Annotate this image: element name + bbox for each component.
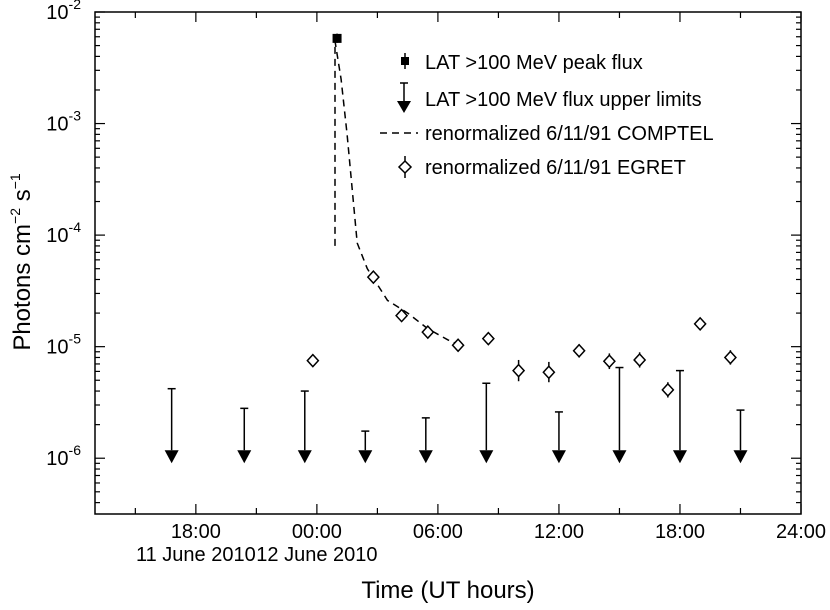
y-axis-title: Photons cm−2 s−1 xyxy=(7,173,36,351)
egret-point xyxy=(451,338,465,353)
y-tick-label: 10-3 xyxy=(46,108,81,136)
upper-limit-marker xyxy=(237,407,252,464)
x-tick-label: 00:00 xyxy=(292,521,342,543)
x-tick-sublabel: 12 June 2010 xyxy=(256,544,377,566)
upper-limit-arrow xyxy=(297,450,312,464)
upper-limit-marker xyxy=(418,417,433,464)
egret-diamond xyxy=(542,365,556,380)
x-tick-sublabel: 11 June 2010 xyxy=(136,544,256,566)
x-tick-label: 18:00 xyxy=(655,521,705,543)
x-axis-title: Time (UT hours) xyxy=(361,577,534,604)
svg-text:LAT >100 MeV flux upper limits: LAT >100 MeV flux upper limits xyxy=(425,89,702,111)
egret-point xyxy=(542,361,556,383)
upper-limit-arrow xyxy=(358,450,373,464)
upper-limit-marker xyxy=(733,409,748,464)
svg-text:renormalized 6/11/91 COMPTEL: renormalized 6/11/91 COMPTEL xyxy=(425,123,714,145)
upper-limit-arrow xyxy=(551,450,566,464)
upper-limit-marker xyxy=(672,369,687,464)
egret-point xyxy=(395,308,409,323)
egret-diamond xyxy=(693,316,707,332)
upper-limit-arrow xyxy=(733,450,748,464)
egret-point xyxy=(306,353,320,368)
egret-point xyxy=(693,316,707,332)
egret-point xyxy=(512,359,526,382)
peak-flux-point xyxy=(332,33,342,43)
comptel-curve xyxy=(334,40,459,345)
egret-diamond xyxy=(512,363,526,378)
upper-limit-marker xyxy=(479,382,494,464)
egret-point xyxy=(661,382,675,398)
upper-limit-arrow xyxy=(612,450,627,464)
y-tick-label: 10-4 xyxy=(46,219,81,247)
egret-point xyxy=(572,343,586,358)
y-tick-label: 10-2 xyxy=(46,0,81,24)
axis-ticks xyxy=(95,11,802,514)
legend-item-upper-limits: LAT >100 MeV flux upper limits xyxy=(397,82,702,113)
x-tick-label: 12:00 xyxy=(534,521,584,543)
egret-diamond xyxy=(451,338,465,353)
upper-limit-marker xyxy=(358,430,373,464)
upper-limit-marker xyxy=(612,366,627,464)
egret-diamond xyxy=(395,308,409,323)
egret-diamond xyxy=(602,354,616,369)
egret-point xyxy=(633,352,647,368)
upper-limit-arrow xyxy=(418,450,433,464)
egret-diamond xyxy=(633,352,647,368)
x-tick-label: 24:00 xyxy=(776,521,826,543)
upper-limit-marker xyxy=(297,390,312,464)
egret-point xyxy=(723,350,737,365)
egret-diamond xyxy=(723,350,737,365)
upper-limit-arrow xyxy=(164,450,179,464)
svg-text:renormalized 6/11/91 EGRET: renormalized 6/11/91 EGRET xyxy=(425,157,686,179)
egret-diamond xyxy=(572,343,586,358)
upper-limit-arrow xyxy=(479,450,494,464)
legend-item-peak-flux: LAT >100 MeV peak flux xyxy=(401,52,643,74)
series-layer xyxy=(164,33,748,464)
egret-diamond xyxy=(306,353,320,368)
egret-diamond xyxy=(421,325,435,340)
y-tick-label: 10-6 xyxy=(46,442,81,470)
y-tick-labels: 10-6 10-5 10-4 10-3 10-2 xyxy=(46,0,81,470)
egret-point xyxy=(481,331,495,346)
peak-flux-square xyxy=(332,33,342,43)
legend-item-egret: renormalized 6/11/91 EGRET xyxy=(397,156,686,179)
y-tick-label: 10-5 xyxy=(46,331,81,359)
plot-frame xyxy=(94,11,802,515)
upper-limit-arrow xyxy=(237,450,252,464)
upper-limit-marker xyxy=(551,411,566,464)
x-tick-label: 06:00 xyxy=(413,521,463,543)
egret-diamond xyxy=(366,270,380,285)
upper-limit-marker xyxy=(164,387,179,464)
svg-text:LAT >100 MeV peak flux: LAT >100 MeV peak flux xyxy=(425,52,643,74)
egret-point xyxy=(421,325,435,340)
legend-item-comptel: renormalized 6/11/91 COMPTEL xyxy=(380,123,714,145)
x-tick-label: 18:00 xyxy=(171,521,221,543)
egret-point xyxy=(602,353,616,370)
egret-point xyxy=(366,270,380,285)
egret-diamond xyxy=(661,382,675,397)
legend: LAT >100 MeV peak flux LAT >100 MeV flux… xyxy=(380,52,714,179)
egret-diamond xyxy=(481,331,495,346)
upper-limit-arrow xyxy=(672,450,687,464)
